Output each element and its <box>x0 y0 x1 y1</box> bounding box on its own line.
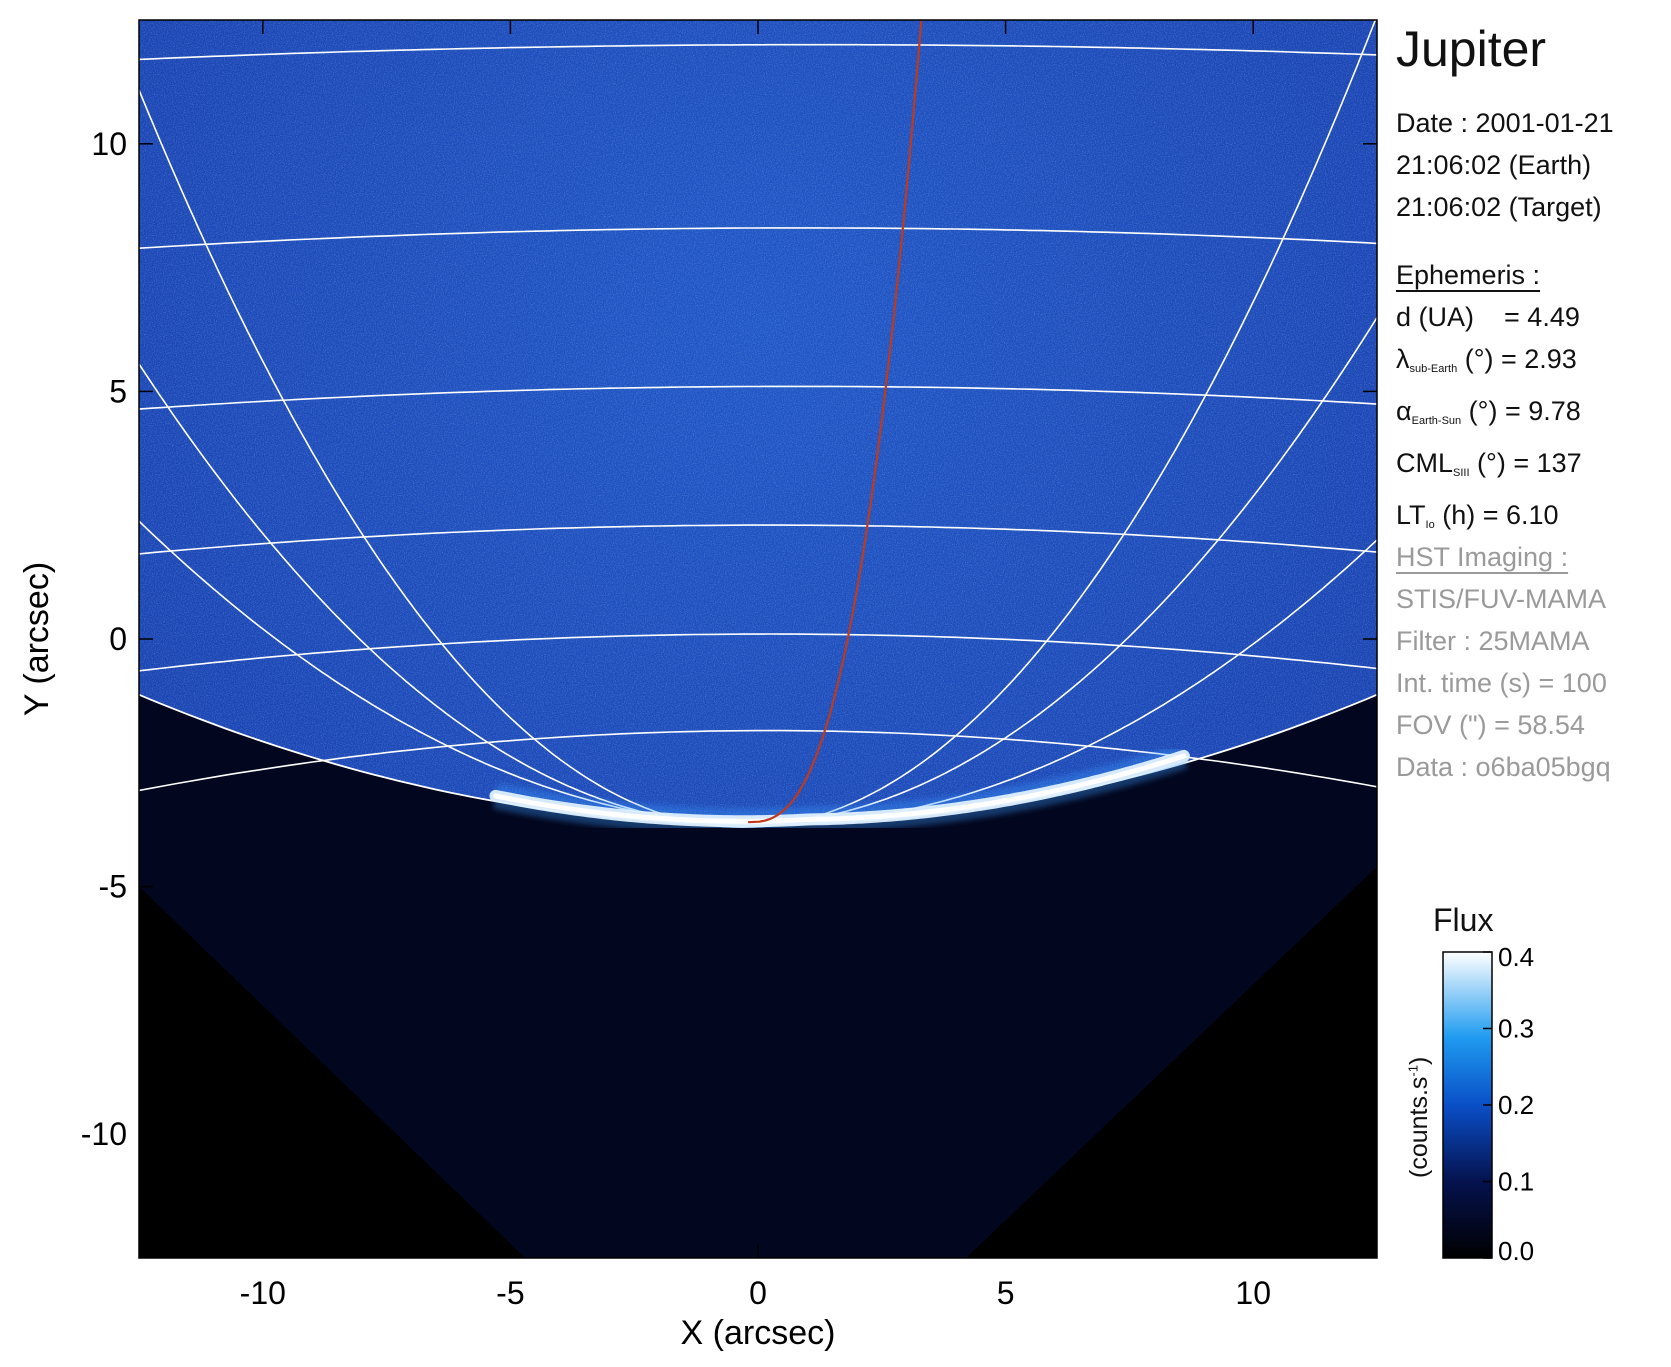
ephemeris-heading: Ephemeris : <box>1396 260 1541 290</box>
latitude-line <box>139 524 1377 555</box>
date-text: Date : 2001-01-21 <box>1396 108 1614 138</box>
y-tick-label: -5 <box>99 869 127 905</box>
cml-row: CMLSIII (°) = 137 <box>1396 442 1582 494</box>
lt-value: (h) = 6.10 <box>1442 500 1559 530</box>
colorbar-ticks: 0.0 0.1 0.2 0.3 0.4 <box>1483 942 1534 1266</box>
colorbar-title: Flux <box>1433 902 1494 938</box>
x-axis-label: X (arcsec) <box>681 1314 836 1352</box>
target-time-text: 21:06:02 (Target) <box>1396 192 1602 222</box>
colorbar-unit-close: ) <box>1405 1056 1433 1065</box>
lambda-value: (°) = 2.93 <box>1464 344 1577 374</box>
colorbar-tick-label: 0.2 <box>1498 1090 1534 1120</box>
phase-angle-row: αEarth-Sun (°) = 9.78 <box>1396 390 1582 442</box>
hst-heading: HST Imaging : <box>1396 542 1569 572</box>
latitude-line <box>139 633 1377 672</box>
fov-text: FOV (") = 58.54 <box>1396 710 1585 740</box>
auroral-oval <box>489 743 1190 835</box>
x-tick-label: -5 <box>496 1275 524 1311</box>
colorbar-tick-label: 0.1 <box>1498 1167 1534 1197</box>
alpha-symbol: α <box>1396 396 1412 426</box>
instrument-text: STIS/FUV-MAMA <box>1396 584 1607 614</box>
x-tick-label: 0 <box>749 1275 767 1311</box>
planet-title: Jupiter <box>1396 21 1547 77</box>
cml-label: CML <box>1396 448 1454 478</box>
x-tick-label: -10 <box>240 1275 286 1311</box>
lambda-subscript: sub-Earth <box>1409 363 1458 375</box>
x-tick-label: 10 <box>1235 1275 1271 1311</box>
earth-time-text: 21:06:02 (Earth) <box>1396 150 1592 180</box>
io-footprint-line <box>748 20 923 824</box>
axis-ticks: -10 -5 0 5 10 -10 -5 0 5 10 <box>81 20 1377 1311</box>
colorbar-tick-label: 0.4 <box>1498 942 1534 972</box>
dataset-text: Data : o6ba05bgq <box>1396 752 1611 782</box>
cml-subscript: SIII <box>1453 467 1470 479</box>
colorbar-tick-label: 0.0 <box>1498 1236 1534 1266</box>
x-tick-label: 5 <box>997 1275 1015 1311</box>
colorbar-unit-text: (counts.s <box>1405 1076 1433 1178</box>
integration-time-text: Int. time (s) = 100 <box>1396 668 1607 698</box>
alpha-value: (°) = 9.78 <box>1468 396 1581 426</box>
y-tick-label: 10 <box>91 126 127 162</box>
io-local-time-row: LTIo (h) = 6.10 <box>1396 494 1582 546</box>
y-axis-label: Y (arcsec) <box>18 562 56 716</box>
lambda-symbol: λ <box>1396 344 1410 374</box>
y-tick-label: 0 <box>109 621 127 657</box>
latitude-line <box>139 385 1377 410</box>
observation-time-block: Date : 2001-01-21 21:06:02 (Earth) 21:06… <box>1396 102 1614 228</box>
colorbar-unit-exponent: -1 <box>1405 1065 1421 1077</box>
alpha-subscript: Earth-Sun <box>1411 415 1462 427</box>
noise-texture <box>139 20 1377 825</box>
sub-earth-latitude-row: λsub-Earth (°) = 2.93 <box>1396 338 1582 390</box>
latitude-line <box>139 227 1377 249</box>
y-tick-label: 5 <box>109 373 127 409</box>
distance-value: = 4.49 <box>1504 302 1580 332</box>
lt-label: LT <box>1396 500 1426 530</box>
hst-imaging-block: HST Imaging : STIS/FUV-MAMA Filter : 25M… <box>1396 536 1611 788</box>
colorbar-tick-label: 0.3 <box>1498 1014 1534 1044</box>
filter-text: Filter : 25MAMA <box>1396 626 1590 656</box>
cml-value: (°) = 137 <box>1477 448 1582 478</box>
y-tick-label: -10 <box>81 1116 127 1152</box>
distance-label: d (UA) <box>1396 302 1475 332</box>
aurora-core <box>493 753 1187 824</box>
latitude-line <box>139 43 1377 61</box>
colorbar-unit-label: (counts.s-1) <box>1405 1057 1434 1178</box>
distance-row: d (UA) = 4.49 <box>1396 296 1582 338</box>
lt-subscript: Io <box>1425 519 1435 531</box>
ephemeris-block: Ephemeris : d (UA) = 4.49 λsub-Earth (°)… <box>1396 254 1582 546</box>
